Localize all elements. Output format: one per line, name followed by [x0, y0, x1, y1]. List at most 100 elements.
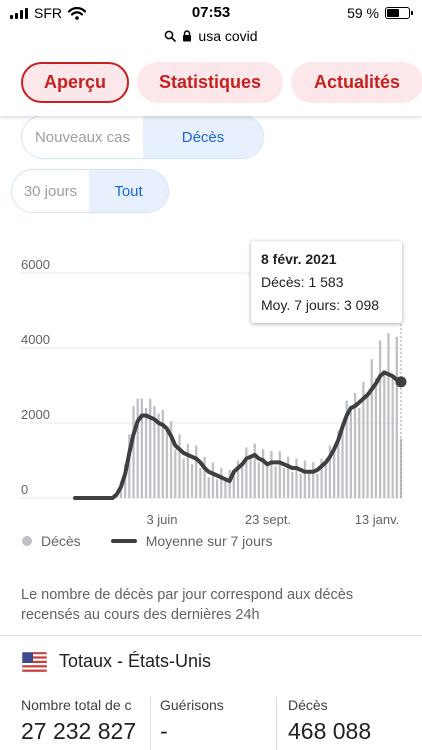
death-bar	[349, 411, 352, 498]
death-bar	[182, 458, 185, 498]
toggle-tout[interactable]: Tout	[89, 170, 168, 212]
legend-bars-label: Décès	[41, 533, 81, 549]
y-tick-label: 2000	[21, 407, 50, 422]
death-bar	[278, 451, 281, 498]
average-hover-point	[395, 376, 407, 388]
y-tick-label: 0	[21, 482, 28, 497]
death-bar	[266, 466, 269, 498]
death-bar	[232, 469, 235, 498]
tooltip-deaths: Décès: 1 583	[261, 274, 344, 290]
death-bar	[203, 456, 206, 498]
death-bar	[366, 396, 369, 498]
clock: 07:53	[191, 4, 231, 21]
tooltip-date: 8 févr. 2021	[261, 251, 337, 267]
death-bar	[287, 456, 290, 498]
deaths-value: 468 088	[288, 718, 372, 744]
top-tabs: Aperçu Statistiques Actualités	[0, 50, 422, 116]
death-bar	[274, 466, 277, 498]
deaths-label: Décès	[288, 697, 328, 713]
death-bar	[144, 408, 148, 498]
death-bar	[328, 445, 332, 498]
range-toggle: 30 jours Tout	[11, 169, 169, 213]
death-bar	[220, 468, 223, 498]
death-bar	[362, 381, 365, 498]
death-bar	[312, 462, 315, 498]
death-bar	[153, 406, 156, 498]
stat-recovered: Guérisons -	[160, 697, 270, 745]
death-bar	[391, 378, 394, 498]
death-bar	[249, 456, 252, 498]
death-bar	[124, 464, 127, 498]
death-bar	[261, 449, 265, 498]
death-bar	[270, 451, 273, 498]
death-bar	[140, 398, 144, 498]
address-bar[interactable]: usa covid	[0, 25, 422, 47]
x-tick-label: 3 juin	[146, 512, 177, 527]
death-bar	[253, 443, 256, 498]
legend-bars-marker	[22, 536, 32, 546]
totals-title: Totaux - États-Unis	[59, 651, 212, 671]
battery-level	[387, 9, 400, 17]
stat-separator	[276, 697, 277, 750]
toggle-deces[interactable]: Décès	[143, 116, 263, 158]
toggle-30-jours[interactable]: 30 jours	[23, 182, 78, 200]
wifi-icon	[68, 6, 86, 20]
stat-deaths: Décès 468 088	[288, 697, 408, 745]
death-bar	[236, 460, 240, 498]
chart-legend: Décès Moyenne sur 7 jours	[22, 533, 273, 549]
us-flag-icon	[22, 651, 47, 672]
signal-icon	[10, 7, 28, 19]
death-bar	[157, 413, 160, 498]
toggle-nouveaux-cas[interactable]: Nouveaux cas	[34, 128, 131, 146]
recovered-label: Guérisons	[160, 697, 224, 713]
death-bar	[282, 468, 286, 498]
death-bar	[136, 398, 139, 498]
tab-actualites[interactable]: Actualités	[291, 62, 422, 103]
legend-line-marker	[110, 539, 137, 543]
lock-icon	[183, 30, 192, 42]
death-bar	[358, 408, 361, 498]
total-cases-label: Nombre total de c	[21, 697, 132, 713]
death-bar	[165, 426, 169, 498]
death-bar	[228, 469, 231, 498]
death-bar	[295, 458, 298, 498]
x-tick-label: 13 janv.	[355, 512, 400, 527]
death-bar	[169, 421, 173, 498]
death-bar	[316, 473, 319, 498]
death-bar	[199, 468, 202, 498]
death-bar	[161, 409, 164, 498]
death-bar	[241, 462, 244, 498]
tab-apercu[interactable]: Aperçu	[21, 62, 129, 103]
death-bar	[195, 445, 198, 498]
x-tick-label: 23 sept.	[245, 512, 291, 527]
death-bar	[299, 473, 302, 498]
tab-statistiques[interactable]: Statistiques	[137, 62, 283, 103]
totals-header: Totaux - États-Unis	[22, 651, 211, 672]
death-bar	[332, 447, 336, 498]
deaths-note: Le nombre de décès par jour correspond a…	[21, 587, 354, 623]
death-bar	[186, 443, 189, 498]
url-text: usa covid	[198, 28, 258, 44]
death-bar	[374, 378, 378, 498]
death-bar	[215, 479, 219, 498]
stat-separator	[150, 697, 151, 750]
death-bar	[387, 333, 390, 498]
death-bar	[383, 370, 386, 498]
death-bar	[378, 340, 382, 498]
search-icon	[165, 30, 177, 42]
death-bar	[207, 477, 210, 498]
death-bar	[307, 471, 311, 498]
battery-icon	[385, 7, 413, 19]
death-bar	[190, 464, 194, 498]
seven-day-average-line	[73, 370, 403, 500]
total-cases-value: 27 232 827	[21, 718, 137, 744]
death-bar	[324, 460, 327, 498]
death-bar	[303, 460, 307, 498]
chart-tooltip: 8 févr. 2021 Décès: 1 583 Moy. 7 jours: …	[251, 241, 402, 323]
legend-line-label: Moyenne sur 7 jours	[145, 533, 273, 549]
death-bar	[341, 423, 344, 498]
death-bar	[337, 430, 340, 498]
tooltip-average: Moy. 7 jours: 3 098	[261, 297, 380, 313]
battery-percent: 59 %	[347, 5, 379, 21]
recovered-value: -	[160, 718, 168, 744]
